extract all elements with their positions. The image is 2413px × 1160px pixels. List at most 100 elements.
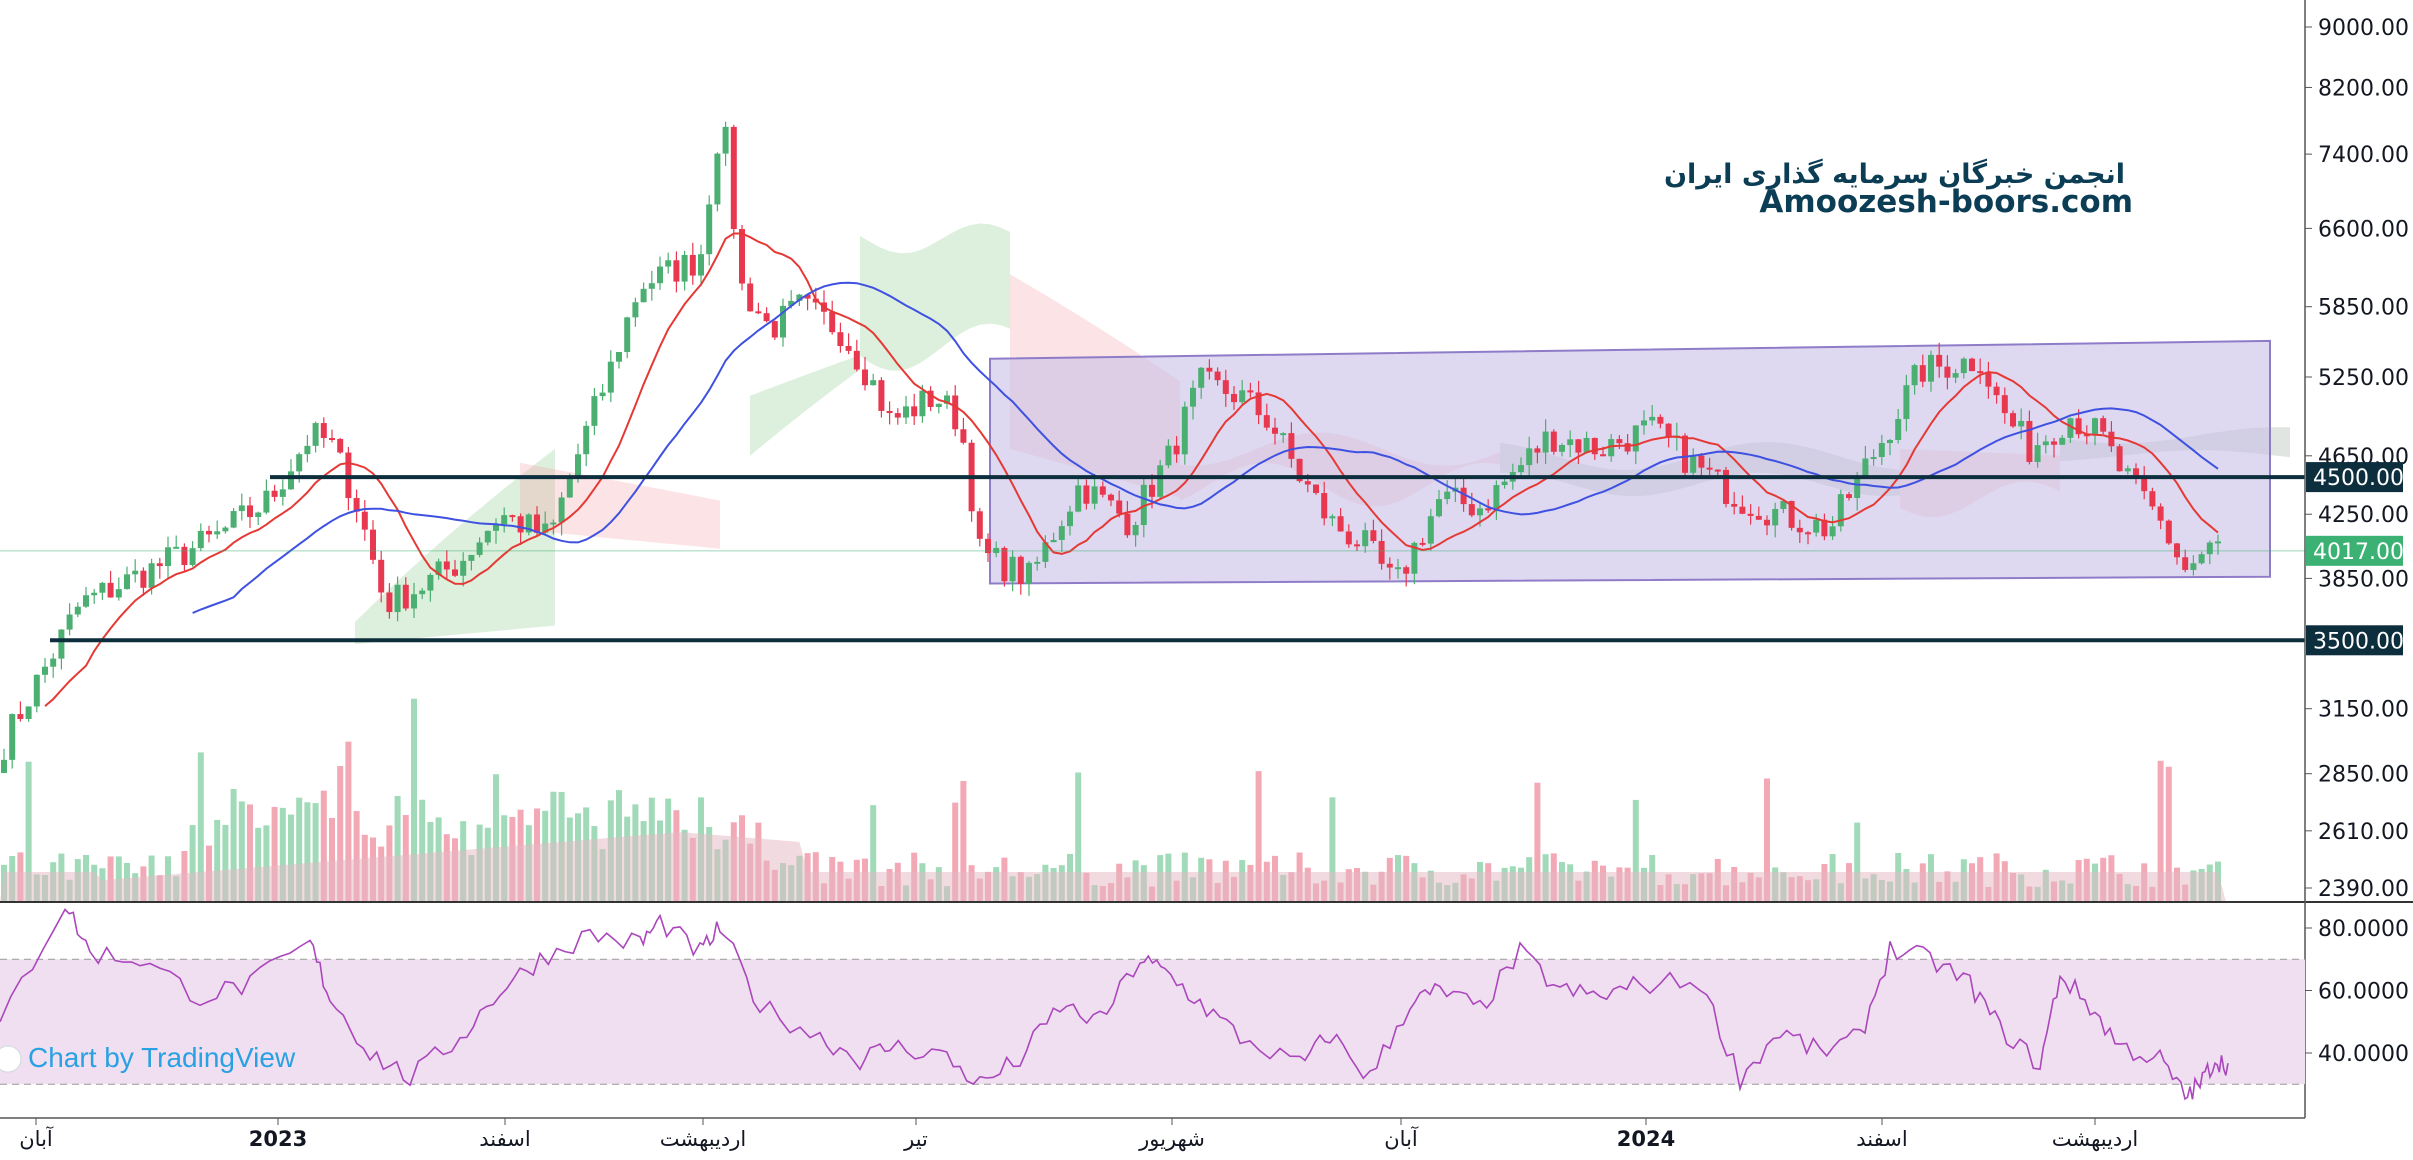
candle-body (919, 390, 926, 417)
candles[interactable] (1, 121, 2221, 774)
candle-body (1198, 367, 1205, 388)
volume-bar (394, 795, 401, 902)
candle-body (83, 595, 89, 607)
candle-body (501, 515, 508, 525)
candle-body (1272, 427, 1278, 434)
candle-body (1288, 433, 1295, 459)
candle-body (1870, 457, 1877, 460)
volume-bar (952, 802, 959, 902)
candle-body (9, 714, 16, 760)
candle-body (1436, 499, 1442, 517)
candle-body (2067, 418, 2074, 438)
volume-ma-area (0, 832, 2226, 902)
candle-body (698, 254, 704, 276)
candle-body (1386, 563, 1393, 568)
candle-body (1280, 433, 1287, 436)
candle-body (665, 260, 672, 267)
candle-body (607, 361, 614, 393)
candle-body (730, 126, 737, 230)
price-badge-label: 4500.00 (2313, 466, 2404, 491)
candle-body (452, 569, 458, 576)
candle-body (976, 511, 983, 539)
tradingview-credit[interactable]: Chart by TradingView (28, 1042, 296, 1073)
candle-body (878, 380, 885, 411)
cloud-segment (750, 355, 860, 456)
candle-body (985, 538, 991, 554)
volume-bar (279, 807, 286, 902)
volume-bar (107, 856, 114, 902)
candle-body (2141, 475, 2148, 492)
volume-bar (263, 825, 270, 902)
rsi-axis[interactable]: 80.0000 60.0000 40.0000 (2305, 917, 2409, 1067)
candle-body (1608, 439, 1615, 457)
price-badge (2306, 462, 2403, 493)
candle-body (632, 302, 639, 318)
time-axis[interactable]: آبان 2023 اسفند اردیبهشت تیر شهریور آبان 2024 اس… (19, 1118, 2138, 1151)
candle-body (296, 454, 303, 472)
candle-body (411, 594, 417, 609)
candle-body (2149, 491, 2156, 507)
price-channel[interactable] (989, 339, 2271, 585)
candle-body (2018, 420, 2025, 427)
candle-body (402, 584, 409, 609)
candle-body (1026, 562, 1032, 584)
candle-body (1641, 420, 1647, 426)
candle-body (1395, 567, 1401, 570)
candle-body (1550, 431, 1557, 452)
candle-body (1345, 531, 1352, 545)
price-tick-label: 5250.00 (2318, 366, 2409, 391)
rsi-tick-label: 60.0000 (2318, 980, 2409, 1005)
candle-body (312, 423, 319, 446)
candle-body (2182, 557, 2189, 570)
candle-body (484, 530, 491, 543)
price-tick-label: 7400.00 (2318, 143, 2409, 168)
candle-body (493, 524, 499, 531)
price-tick-label: 2850.00 (2318, 763, 2409, 788)
candle-body (370, 529, 376, 560)
price-axis[interactable]: 9000.00 8200.00 7400.00 6600.00 5850.00 5250.… (2305, 16, 2409, 902)
tradingview-logo-icon[interactable] (0, 1045, 22, 1073)
candle-body (673, 260, 680, 282)
candle-body (780, 305, 786, 338)
candle-body (386, 592, 393, 613)
volume-bar (2157, 760, 2164, 902)
candle-body (1600, 454, 1606, 457)
candle-body (206, 530, 212, 535)
volume-bar (1255, 771, 1262, 902)
candle-body (534, 514, 540, 533)
candle-body (435, 561, 442, 575)
candle-body (2116, 446, 2123, 472)
price-tick-label: 3850.00 (2318, 567, 2409, 592)
price-badge-label: 3500.00 (2313, 629, 2404, 654)
candle-body (361, 511, 368, 530)
candle-body (525, 514, 532, 533)
candle-body (1304, 481, 1311, 485)
candle-body (566, 477, 573, 498)
candle-body (2001, 395, 2008, 414)
candle-body (1099, 486, 1106, 495)
candle-body (1739, 506, 1746, 514)
rsi-tick-label: 40.0000 (2318, 1042, 2409, 1067)
candle-body (42, 666, 48, 675)
candle-body (1878, 443, 1885, 458)
candle-body (1239, 390, 1246, 403)
price-tick-label: 9000.00 (2318, 16, 2409, 41)
candle-body (74, 606, 81, 615)
price-tick-label: 2610.00 (2318, 820, 2409, 845)
candle-body (1846, 494, 1852, 498)
candle-body (1444, 491, 1451, 500)
candle-body (1805, 532, 1811, 535)
time-tick-label: 2024 (1617, 1127, 1675, 1151)
candle-body (714, 153, 721, 205)
candle-body (156, 563, 163, 567)
candle-body (1977, 371, 1984, 374)
volume-bar (312, 803, 319, 902)
candle-body (550, 522, 557, 525)
volume-bar (304, 802, 311, 902)
candle-body (1411, 542, 1418, 574)
candle-body (1526, 448, 1533, 466)
candle-body (2165, 520, 2172, 544)
candle-body (1657, 416, 1664, 424)
candle-body (2075, 418, 2082, 435)
